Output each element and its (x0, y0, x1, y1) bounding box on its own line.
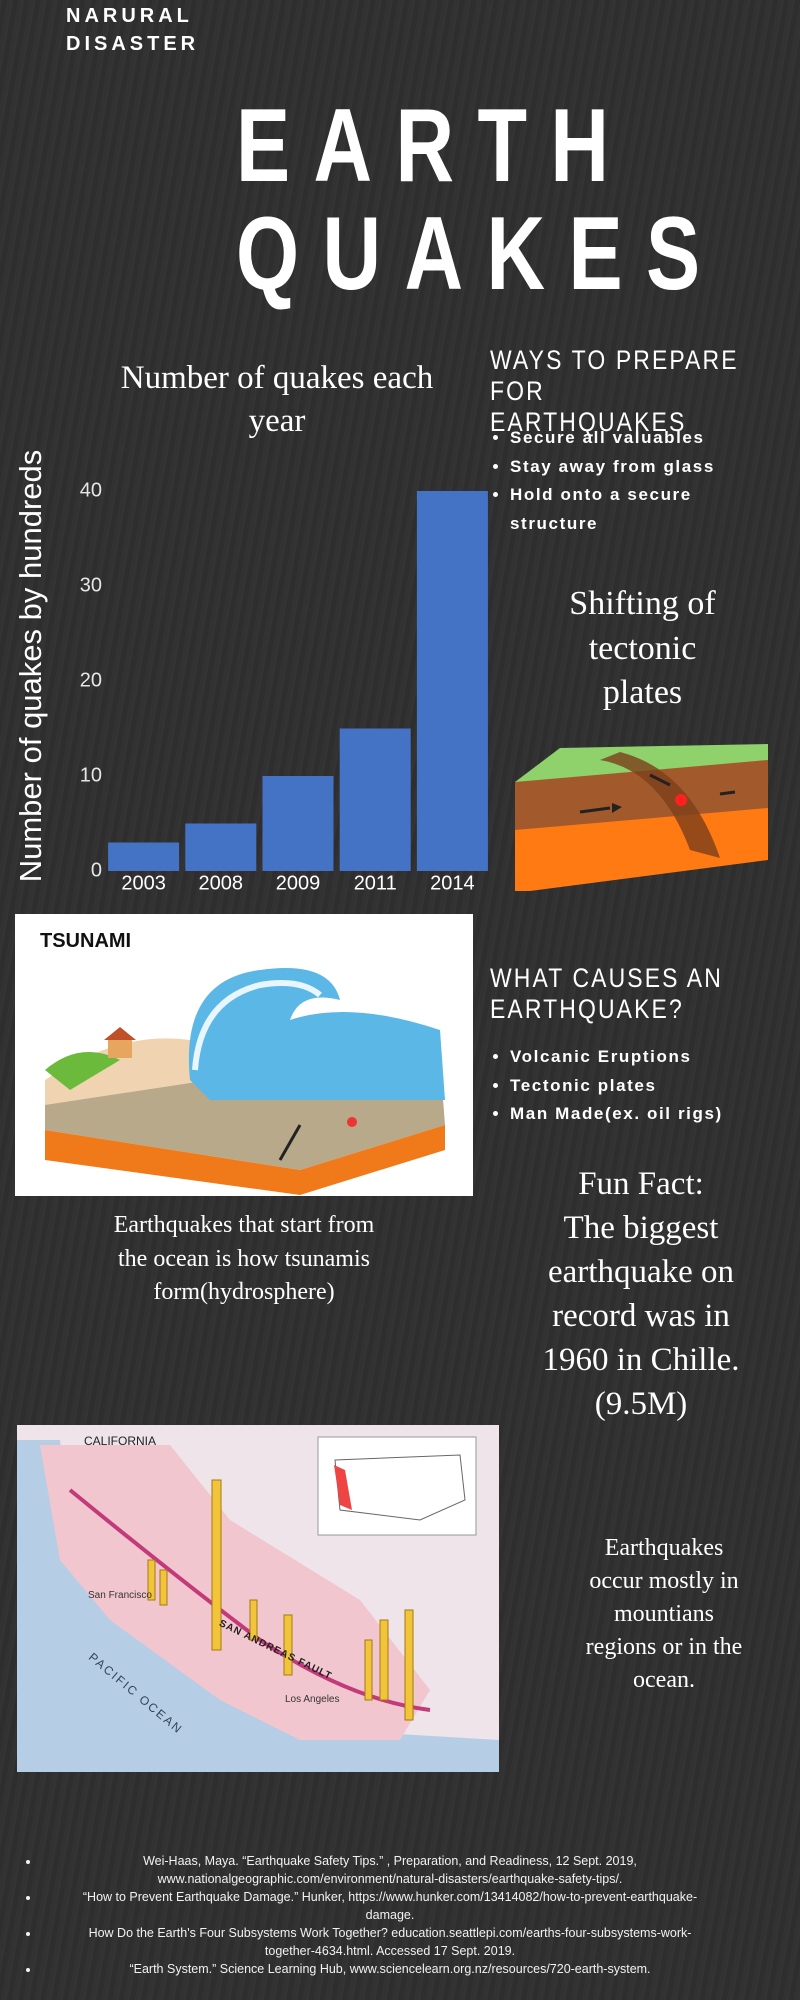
caption-line: the ocean is how tsunamis (118, 1245, 370, 1272)
reference: How Do the Earth's Four Subsystems Work … (40, 1924, 700, 1960)
x-tick-label: 2008 (199, 872, 244, 894)
causes-heading: WHAT CAUSES AN EARTHQUAKE? (490, 963, 723, 1025)
tsunami-image (15, 914, 473, 1196)
y-tick-label: 40 (80, 479, 102, 501)
title-line: QUAKES (236, 196, 724, 312)
caption-line: mountians (614, 1601, 714, 1627)
causes-list: Volcanic Eruptions Tectonic plates Man M… (490, 1043, 790, 1129)
chart-title-line: Number of quakes each (120, 360, 434, 396)
fact-line: Fun Fact: (578, 1166, 704, 1202)
caption-line: form(hydrosphere) (153, 1279, 335, 1305)
bar (185, 823, 257, 871)
bar (262, 776, 334, 871)
x-tick-label: 2003 (121, 872, 166, 894)
bar (339, 728, 411, 871)
bar (416, 491, 488, 871)
kicker-line: NARURAL (66, 5, 193, 27)
caption-line: tectonic (588, 629, 697, 667)
list-item: Secure all valuables (510, 424, 770, 453)
mountains-caption: Earthquakes occur mostly in mountians re… (540, 1532, 788, 1697)
x-tick-label: 2014 (430, 872, 475, 894)
fact-line: 1960 in Chille. (542, 1342, 740, 1378)
chart-title: Number of quakes each year (82, 357, 472, 443)
list-item: Volcanic Eruptions (510, 1043, 790, 1072)
fact-line: (9.5M) (594, 1386, 688, 1422)
caption-line: Earthquakes that start from (113, 1212, 375, 1238)
kicker-line: DISASTER (66, 33, 200, 55)
heading-line: WAYS TO PREPARE FOR (490, 345, 739, 406)
heading-line: WHAT CAUSES AN (490, 963, 723, 993)
map-label: San Francisco (88, 1590, 152, 1601)
list-item: Stay away from glass (510, 453, 770, 482)
y-tick-label: 0 (91, 859, 102, 881)
prepare-heading: WAYS TO PREPARE FOR EARTHQUAKES (490, 345, 754, 438)
x-tick-label: 2009 (276, 872, 321, 894)
caption-line: occur mostly in (589, 1568, 739, 1594)
list-item: Man Made(ex. oil rigs) (510, 1100, 790, 1129)
tectonic-caption: Shifting of tectonic plates (520, 582, 765, 716)
map-image (17, 1425, 499, 1772)
fact-line: earthquake on (548, 1254, 734, 1290)
chart-title-line: year (248, 403, 306, 439)
caption-line: plates (602, 674, 683, 711)
main-title: EARTH QUAKES (236, 92, 723, 308)
y-tick-label: 10 (80, 764, 102, 786)
caption-line: ocean. (633, 1667, 695, 1693)
list-item: Hold onto a secure structure (510, 481, 770, 538)
caption-line: Shifting of (569, 585, 716, 622)
fact-line: The biggest (563, 1210, 719, 1246)
fact-line: record was in (552, 1298, 730, 1334)
map-label: CALIFORNIA (84, 1434, 157, 1448)
tectonic-image (515, 744, 768, 891)
y-tick-label: 30 (80, 574, 102, 596)
y-tick-label: 20 (80, 669, 102, 691)
caption-line: Earthquakes (604, 1535, 724, 1561)
prepare-list: Secure all valuables Stay away from glas… (490, 424, 770, 538)
map-label: Los Angeles (285, 1694, 340, 1705)
list-item: Tectonic plates (510, 1072, 790, 1101)
x-tick-label: 2011 (354, 872, 397, 894)
reference: Wei-Haas, Maya. “Earthquake Safety Tips.… (40, 1852, 700, 1888)
fun-fact: Fun Fact: The biggest earthquake on reco… (500, 1162, 782, 1426)
tsunami-caption: Earthquakes that start from the ocean is… (44, 1209, 444, 1310)
y-axis-label: Number of quakes by hundreds (13, 450, 48, 883)
title-line: EARTH (236, 88, 633, 204)
bar (108, 842, 180, 871)
reference: “How to Prevent Earthquake Damage.” Hunk… (40, 1888, 700, 1924)
tsunami-label: TSUNAMI (40, 930, 132, 952)
reference: “Earth System.” Science Learning Hub, ww… (40, 1960, 700, 1978)
references: Wei-Haas, Maya. “Earthquake Safety Tips.… (30, 1852, 700, 1978)
heading-line: EARTHQUAKES (490, 407, 687, 437)
heading-line: EARTHQUAKE? (490, 994, 684, 1024)
caption-line: regions or in the (585, 1634, 743, 1660)
kicker: NARURAL DISASTER (66, 2, 199, 58)
